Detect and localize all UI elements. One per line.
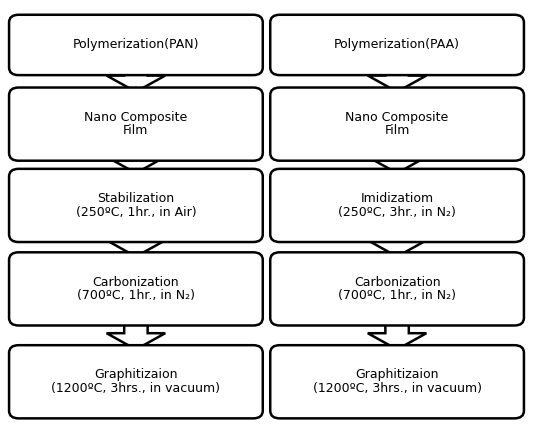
Polygon shape — [107, 71, 165, 92]
Polygon shape — [107, 157, 165, 173]
Text: Graphitizaion: Graphitizaion — [356, 369, 439, 381]
Text: Imidizatiom: Imidizatiom — [360, 192, 434, 205]
Text: (1200ºC, 3hrs., in vacuum): (1200ºC, 3hrs., in vacuum) — [312, 382, 482, 395]
FancyBboxPatch shape — [9, 15, 263, 75]
Text: (700ºC, 1hr., in N₂): (700ºC, 1hr., in N₂) — [338, 289, 456, 302]
Text: Film: Film — [384, 125, 410, 137]
FancyBboxPatch shape — [9, 252, 263, 325]
Text: Nano Composite: Nano Composite — [345, 111, 449, 124]
Text: (250ºC, 1hr., in Air): (250ºC, 1hr., in Air) — [76, 206, 196, 219]
FancyBboxPatch shape — [270, 252, 524, 325]
Text: Polymerization(PAN): Polymerization(PAN) — [72, 39, 199, 51]
FancyBboxPatch shape — [9, 345, 263, 419]
Polygon shape — [368, 71, 426, 92]
Polygon shape — [368, 321, 426, 349]
Polygon shape — [368, 238, 426, 256]
FancyBboxPatch shape — [270, 15, 524, 75]
Text: (1200ºC, 3hrs., in vacuum): (1200ºC, 3hrs., in vacuum) — [51, 382, 221, 395]
Text: Carbonization: Carbonization — [93, 276, 179, 288]
FancyBboxPatch shape — [9, 88, 263, 161]
FancyBboxPatch shape — [9, 169, 263, 242]
Polygon shape — [107, 238, 165, 256]
Text: Film: Film — [123, 125, 149, 137]
FancyBboxPatch shape — [270, 169, 524, 242]
Text: Stabilization: Stabilization — [98, 192, 174, 205]
Polygon shape — [107, 321, 165, 349]
Text: (250ºC, 3hr., in N₂): (250ºC, 3hr., in N₂) — [338, 206, 456, 219]
Text: Nano Composite: Nano Composite — [84, 111, 188, 124]
Text: Polymerization(PAA): Polymerization(PAA) — [334, 39, 460, 51]
FancyBboxPatch shape — [270, 88, 524, 161]
Text: (700ºC, 1hr., in N₂): (700ºC, 1hr., in N₂) — [77, 289, 195, 302]
Text: Graphitizaion: Graphitizaion — [94, 369, 177, 381]
Polygon shape — [368, 157, 426, 173]
FancyBboxPatch shape — [270, 345, 524, 419]
Text: Carbonization: Carbonization — [354, 276, 440, 288]
